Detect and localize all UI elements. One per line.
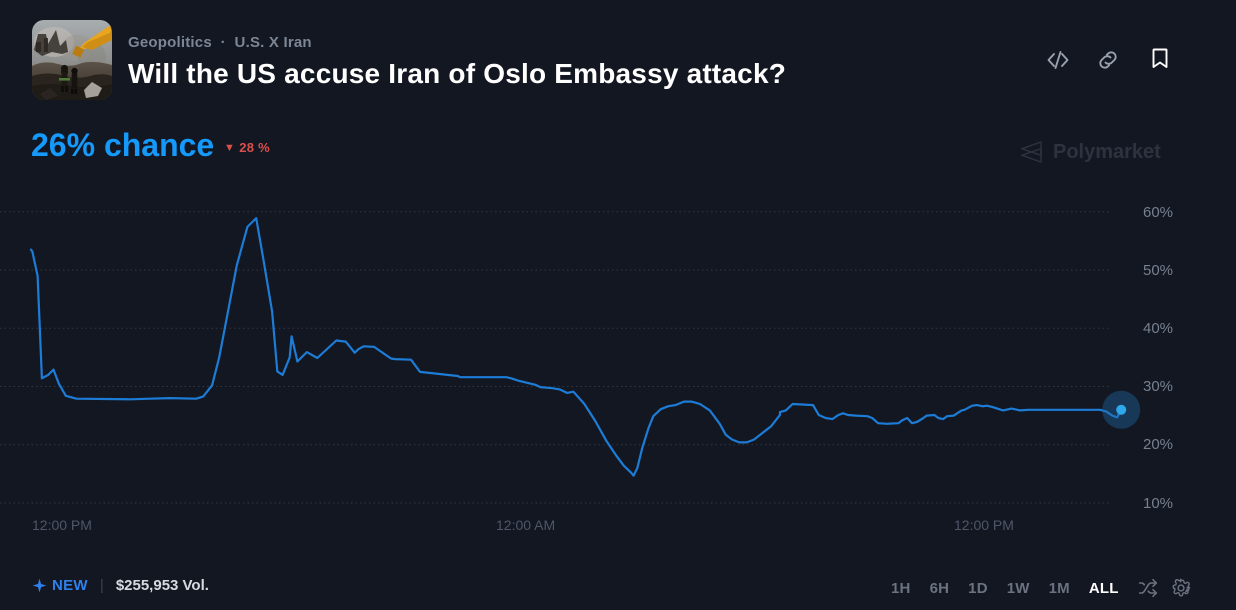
svg-text:50%: 50% xyxy=(1143,262,1173,279)
svg-text:60%: 60% xyxy=(1143,204,1173,221)
svg-text:12:00 PM: 12:00 PM xyxy=(954,517,1014,530)
svg-text:30%: 30% xyxy=(1143,378,1173,395)
svg-text:10%: 10% xyxy=(1143,495,1173,512)
svg-text:12:00 AM: 12:00 AM xyxy=(496,517,555,530)
svg-text:12:00 PM: 12:00 PM xyxy=(32,517,92,530)
svg-text:20%: 20% xyxy=(1143,436,1173,453)
svg-text:40%: 40% xyxy=(1143,320,1173,337)
